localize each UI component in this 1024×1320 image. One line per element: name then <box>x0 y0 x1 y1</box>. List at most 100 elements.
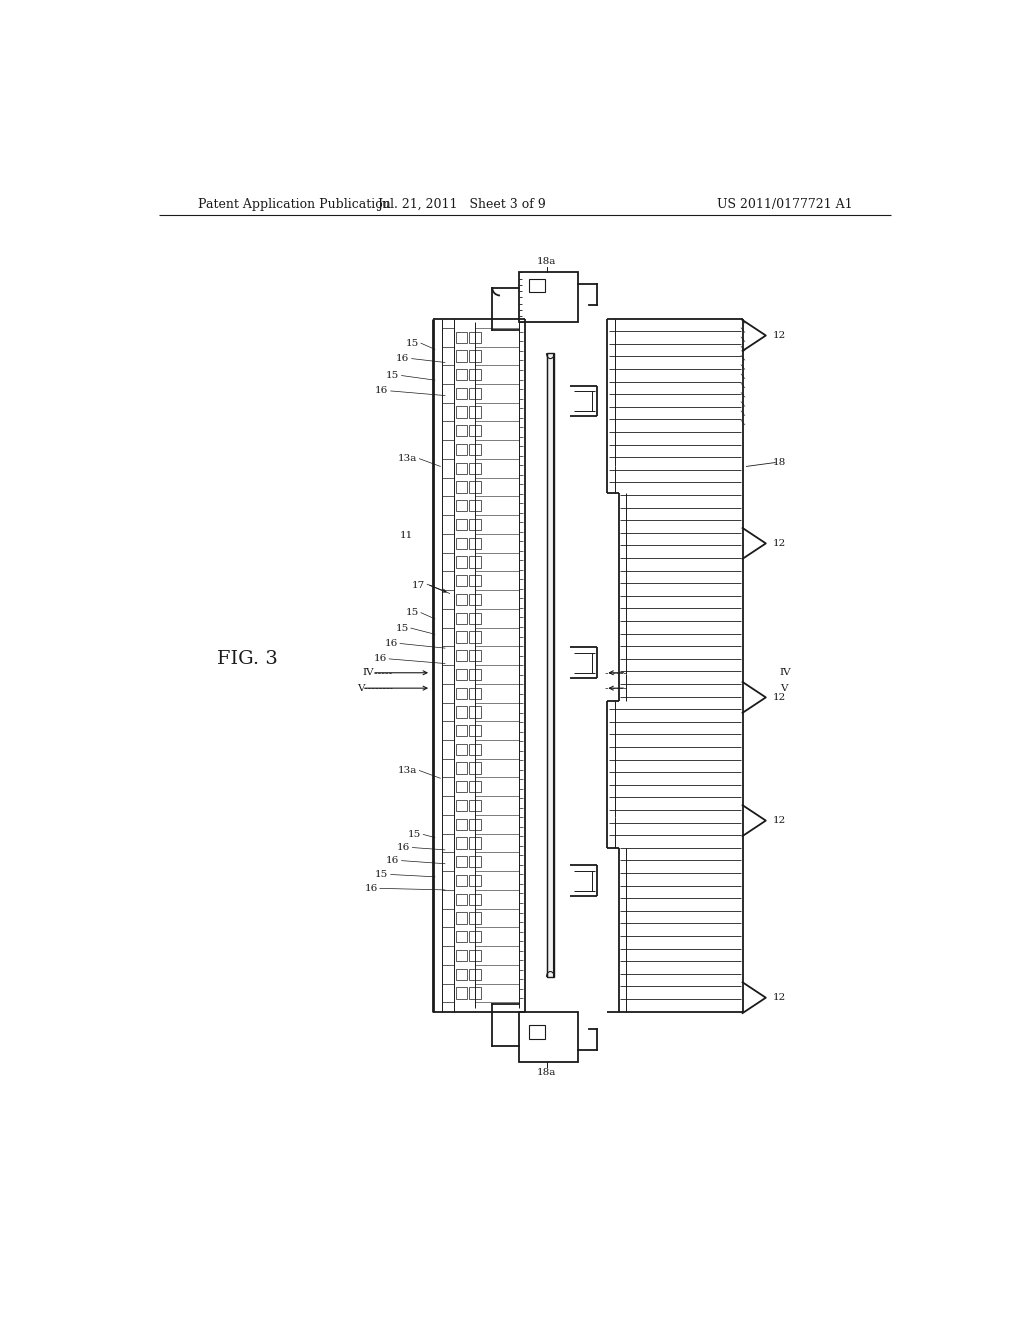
Text: 12: 12 <box>773 816 786 825</box>
Bar <box>456 818 467 830</box>
Bar <box>469 407 480 417</box>
Text: 12: 12 <box>773 693 786 702</box>
Bar <box>456 350 467 362</box>
Text: Patent Application Publication: Patent Application Publication <box>198 198 390 211</box>
Bar <box>456 370 467 380</box>
Text: 16: 16 <box>375 387 388 396</box>
Text: 17: 17 <box>412 581 425 590</box>
Text: 16: 16 <box>374 655 387 664</box>
Bar <box>469 837 480 849</box>
Text: 15: 15 <box>395 623 409 632</box>
Bar <box>519 1011 578 1061</box>
Bar <box>469 688 480 698</box>
Text: 15: 15 <box>406 609 419 618</box>
Bar <box>469 612 480 624</box>
Bar <box>469 969 480 979</box>
Bar <box>469 706 480 718</box>
Bar <box>456 950 467 961</box>
Bar <box>456 519 467 531</box>
Bar <box>456 688 467 698</box>
Bar <box>469 500 480 511</box>
Text: 13a: 13a <box>397 454 417 463</box>
Bar <box>469 875 480 886</box>
Text: 12: 12 <box>773 539 786 548</box>
Text: 12: 12 <box>773 331 786 341</box>
Text: V: V <box>357 684 365 693</box>
Text: 12: 12 <box>773 993 786 1002</box>
Bar <box>469 800 480 812</box>
Bar <box>469 987 480 998</box>
Bar <box>456 612 467 624</box>
Bar <box>456 894 467 906</box>
Bar <box>469 950 480 961</box>
Bar <box>469 857 480 867</box>
Bar <box>469 763 480 774</box>
Text: 15: 15 <box>408 830 421 840</box>
Bar <box>469 482 480 492</box>
Text: 11: 11 <box>400 531 414 540</box>
Bar <box>456 857 467 867</box>
Bar <box>469 743 480 755</box>
Bar <box>456 444 467 455</box>
Bar <box>519 272 578 322</box>
Text: 16: 16 <box>384 639 397 648</box>
Bar <box>469 350 480 362</box>
Bar <box>469 537 480 549</box>
Bar <box>456 631 467 643</box>
Text: 16: 16 <box>365 884 378 892</box>
Bar <box>456 576 467 586</box>
Bar <box>456 649 467 661</box>
Bar <box>456 669 467 680</box>
Bar <box>456 763 467 774</box>
Text: 18a: 18a <box>537 1068 556 1077</box>
Bar <box>469 388 480 399</box>
Bar <box>456 969 467 979</box>
Bar <box>469 669 480 680</box>
Text: 13a: 13a <box>397 766 417 775</box>
Text: 16: 16 <box>386 857 399 865</box>
Bar <box>529 279 545 292</box>
Bar <box>469 781 480 792</box>
Text: 18: 18 <box>773 458 786 467</box>
Text: IV: IV <box>362 668 375 677</box>
Bar <box>456 725 467 737</box>
Text: 15: 15 <box>375 870 388 879</box>
Bar <box>456 743 467 755</box>
Text: FIG. 3: FIG. 3 <box>217 649 278 668</box>
Text: 15: 15 <box>386 371 399 380</box>
Bar <box>469 931 480 942</box>
Bar <box>456 931 467 942</box>
Bar <box>456 331 467 343</box>
Bar <box>469 649 480 661</box>
Text: 16: 16 <box>397 843 410 851</box>
Bar <box>456 594 467 605</box>
Bar <box>469 631 480 643</box>
Bar <box>456 800 467 812</box>
Bar <box>469 444 480 455</box>
Bar <box>456 875 467 886</box>
Bar <box>469 425 480 437</box>
Bar <box>469 725 480 737</box>
Bar <box>469 519 480 531</box>
Bar <box>469 557 480 568</box>
Bar <box>456 463 467 474</box>
Bar <box>456 912 467 924</box>
Text: IV: IV <box>779 668 792 677</box>
Bar <box>469 463 480 474</box>
Bar <box>456 500 467 511</box>
Text: 18a: 18a <box>537 257 556 267</box>
Bar <box>456 537 467 549</box>
Bar <box>456 482 467 492</box>
Bar <box>469 912 480 924</box>
Text: V: V <box>779 684 787 693</box>
Text: US 2011/0177721 A1: US 2011/0177721 A1 <box>717 198 853 211</box>
Text: 16: 16 <box>396 354 410 363</box>
Bar <box>456 706 467 718</box>
Bar <box>469 370 480 380</box>
Bar <box>456 425 467 437</box>
Bar <box>469 576 480 586</box>
Bar <box>456 557 467 568</box>
Bar <box>456 388 467 399</box>
Bar <box>469 331 480 343</box>
Bar <box>469 818 480 830</box>
